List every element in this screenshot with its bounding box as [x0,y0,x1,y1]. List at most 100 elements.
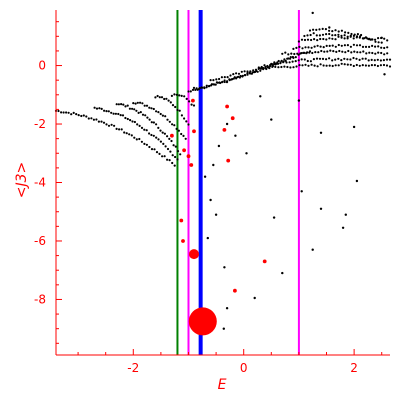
data-point [304,46,307,49]
data-point [343,34,346,37]
data-point [313,64,316,67]
data-point [187,90,190,93]
data-point [382,59,385,62]
data-point [164,145,167,148]
data-point [153,148,156,151]
data-point [346,58,349,61]
data-point [293,52,296,56]
data-point [128,107,131,110]
data-point [294,60,297,63]
data-point [159,129,162,132]
data-point [347,49,350,53]
data-point [363,37,366,40]
data-point [243,70,246,73]
data-point [152,107,155,111]
data-point [229,74,232,77]
data-point [123,131,126,134]
data-point [309,33,312,37]
data-point [90,117,93,120]
data-point [349,45,352,48]
data-point [306,34,309,37]
data-point [288,61,291,64]
data-point [334,38,337,41]
data-point [331,34,334,37]
data-point [281,271,284,275]
data-point [270,62,273,65]
data-point [173,93,176,96]
reference-lines [176,10,300,355]
data-point [301,64,304,67]
data-point [175,93,178,96]
data-point [386,46,389,49]
data-point [308,29,312,32]
data-point [319,45,322,48]
data-point [165,97,168,100]
data-point [318,28,321,31]
data-point [93,106,96,109]
data-point [171,104,175,107]
data-point [139,111,142,114]
data-point [341,226,345,229]
data-point [344,31,347,34]
data-point [358,44,362,47]
data-point [125,132,128,135]
data-point [331,30,334,33]
data-point [319,63,322,66]
data-point [350,32,353,36]
data-point [97,120,100,123]
data-point [324,28,327,31]
data-point [161,114,164,117]
data-point [371,51,374,55]
data-point [155,123,158,126]
data-point [279,62,282,65]
data-point [340,62,343,65]
data-point [280,65,283,69]
data-point [314,51,317,54]
data-point [191,88,195,91]
data-point [215,78,218,81]
data-point [364,45,368,49]
data-point [172,144,175,147]
data-point [316,44,319,47]
x-tick-label: -2 [127,361,139,375]
data-point [214,213,218,216]
data-point [318,34,321,37]
data-point [170,139,173,143]
data-point [347,31,350,34]
data-point [184,137,187,140]
data-point [302,51,305,55]
data-point [296,52,299,55]
data-point [300,38,304,41]
data-point [352,37,355,40]
y-tick-label: -4 [34,176,46,190]
data-point [361,45,365,49]
data-point [235,72,238,75]
data-point [141,102,144,105]
data-point [166,147,170,151]
data-point [148,106,151,109]
data-point [331,64,334,68]
data-point [223,79,226,82]
data-point [292,66,295,69]
data-point [346,44,349,47]
data-point [328,32,331,36]
data-point [380,46,383,49]
data-point [310,38,313,42]
data-point [161,155,164,158]
data-point [174,105,177,109]
data-point [290,52,293,55]
data-point [321,27,324,30]
data-point [190,103,193,106]
data-point [259,67,262,70]
data-point [218,77,221,81]
data-point [291,60,294,63]
data-point [388,58,392,61]
data-point [368,51,371,54]
data-point [340,34,343,38]
data-point [383,53,386,56]
data-point [367,59,370,62]
data-point [312,58,315,61]
data-point [298,64,301,67]
data-point [213,83,216,86]
data-point [210,83,213,86]
